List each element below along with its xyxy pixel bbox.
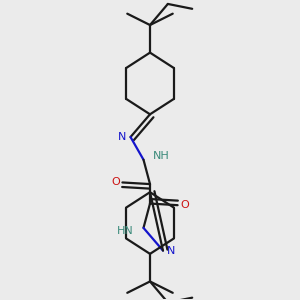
Text: N: N	[118, 132, 127, 142]
Text: NH: NH	[153, 152, 170, 161]
Text: HN: HN	[117, 226, 134, 236]
Text: O: O	[111, 178, 120, 188]
Text: N: N	[167, 246, 175, 256]
Text: O: O	[180, 200, 189, 210]
